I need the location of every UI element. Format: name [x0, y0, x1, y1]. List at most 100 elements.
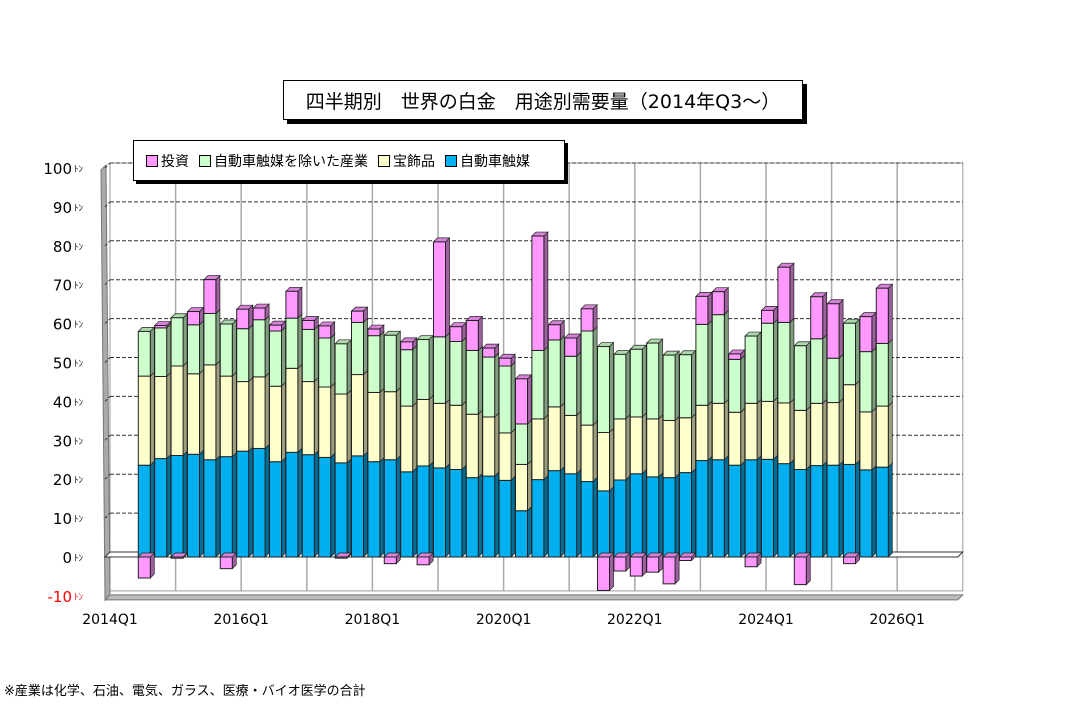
x-tick-label: 2022Q1	[607, 612, 663, 628]
bar-investment-side	[297, 286, 303, 319]
y-tick-label-unit: ﾄﾝ	[74, 437, 84, 447]
bar-investment-negative	[679, 556, 692, 562]
bar-autocatalyst-side	[773, 454, 778, 558]
bar-industrial-side	[609, 341, 614, 434]
bar-jewelry-side	[674, 415, 680, 479]
bar-investment	[252, 307, 266, 321]
bar-autocatalyst	[252, 447, 266, 558]
bar-jewelry-side	[641, 412, 647, 475]
bar-jewelry	[695, 404, 709, 462]
bar-industrial	[137, 330, 151, 377]
bar-jewelry	[810, 402, 824, 467]
bar-jewelry-side	[248, 376, 254, 453]
y-tick-label-unit: ﾄﾝ	[74, 360, 84, 370]
bar-industrial-side	[691, 349, 696, 419]
y-tick-label-unit: ﾄﾝ	[74, 204, 84, 214]
bar-autocatalyst	[416, 465, 430, 558]
bar-industrial-side	[461, 336, 467, 407]
bar-autocatalyst	[711, 459, 725, 558]
bar-autocatalyst	[219, 456, 233, 558]
bar-industrial-side	[838, 353, 844, 404]
bar-jewelry	[203, 364, 217, 461]
bar-industrial-side	[658, 338, 664, 420]
bar-jewelry-side	[297, 363, 303, 454]
bar-autocatalyst	[187, 453, 200, 558]
bar-investment-negative	[662, 556, 676, 585]
bar-jewelry-side	[264, 372, 270, 450]
bar-autocatalyst	[318, 456, 332, 558]
y-tick-label-unit: ﾄﾝ	[74, 593, 84, 603]
bar-industrial-side	[264, 314, 270, 378]
bar-industrial	[465, 349, 479, 415]
bar-industrial	[564, 355, 578, 416]
bar-investment-side	[707, 291, 713, 326]
bar-jewelry	[629, 416, 643, 475]
bar-investment	[269, 324, 282, 332]
bar-industrial	[449, 340, 463, 406]
bar-jewelry-side	[445, 398, 450, 469]
y-tick-label-unit: ﾄﾝ	[74, 398, 84, 408]
bar-autocatalyst	[449, 468, 463, 558]
bar-jewelry-side	[281, 381, 286, 463]
bar-investment-negative-side	[805, 552, 811, 586]
bar-investment	[465, 319, 479, 351]
bar-autocatalyst	[547, 470, 561, 558]
bar-investment	[695, 295, 709, 325]
bar-industrial	[318, 337, 332, 388]
bar-jewelry	[498, 432, 512, 481]
bar-jewelry	[236, 381, 250, 452]
bar-autocatalyst	[433, 467, 446, 558]
bar-industrial-side	[149, 326, 155, 377]
bar-autocatalyst-side	[789, 458, 795, 558]
bar-jewelry-side	[379, 387, 385, 463]
bar-industrial-side	[855, 318, 860, 386]
bar-industrial-side	[592, 326, 598, 426]
bar-industrial	[400, 349, 414, 407]
bar-autocatalyst-side	[313, 449, 319, 558]
bar-jewelry	[416, 398, 430, 467]
bar-investment	[826, 303, 840, 359]
bar-autocatalyst-side	[346, 458, 352, 558]
bar-autocatalyst-side	[871, 465, 877, 558]
x-tick-label: 2020Q1	[476, 612, 532, 628]
bar-investment	[301, 319, 315, 330]
bar-autocatalyst-side	[609, 486, 614, 558]
legend-swatch	[445, 154, 457, 167]
bar-autocatalyst	[826, 464, 840, 558]
bar-industrial-side	[313, 324, 319, 383]
bar-investment	[203, 279, 217, 314]
bar-jewelry-side	[494, 412, 500, 477]
bar-jewelry	[219, 375, 233, 458]
bar-jewelry-side	[822, 398, 828, 467]
bar-investment-side	[723, 286, 729, 316]
bar-investment-negative	[383, 556, 397, 565]
bar-autocatalyst-side	[330, 452, 336, 558]
bar-jewelry-side	[543, 414, 549, 481]
bar-autocatalyst	[236, 450, 250, 558]
bar-autocatalyst	[793, 468, 807, 558]
bar-investment-negative	[416, 556, 430, 566]
bar-jewelry	[334, 393, 348, 464]
bar-industrial	[334, 343, 348, 395]
bar-jewelry-side	[871, 407, 877, 471]
bar-autocatalyst	[777, 463, 791, 558]
gridline-depth	[104, 396, 111, 402]
bar-autocatalyst	[761, 458, 774, 558]
bar-industrial-side	[477, 345, 483, 416]
legend-label: 自動車触媒を除いた産業	[214, 153, 368, 170]
bar-jewelry	[793, 409, 807, 470]
bar-jewelry	[826, 402, 840, 466]
bar-autocatalyst-side	[543, 474, 549, 558]
bar-investment-side	[215, 274, 221, 315]
bar-investment-side	[822, 291, 828, 340]
bar-industrial-side	[379, 330, 385, 394]
bar-investment-negative	[793, 556, 807, 586]
bar-industrial	[515, 423, 528, 465]
bar-investment-negative	[646, 556, 660, 573]
bar-investment-side	[789, 262, 795, 324]
bar-jewelry	[170, 365, 184, 456]
bar-jewelry	[744, 402, 758, 461]
bar-industrial-side	[510, 361, 516, 434]
bar-investment-side	[527, 373, 532, 425]
